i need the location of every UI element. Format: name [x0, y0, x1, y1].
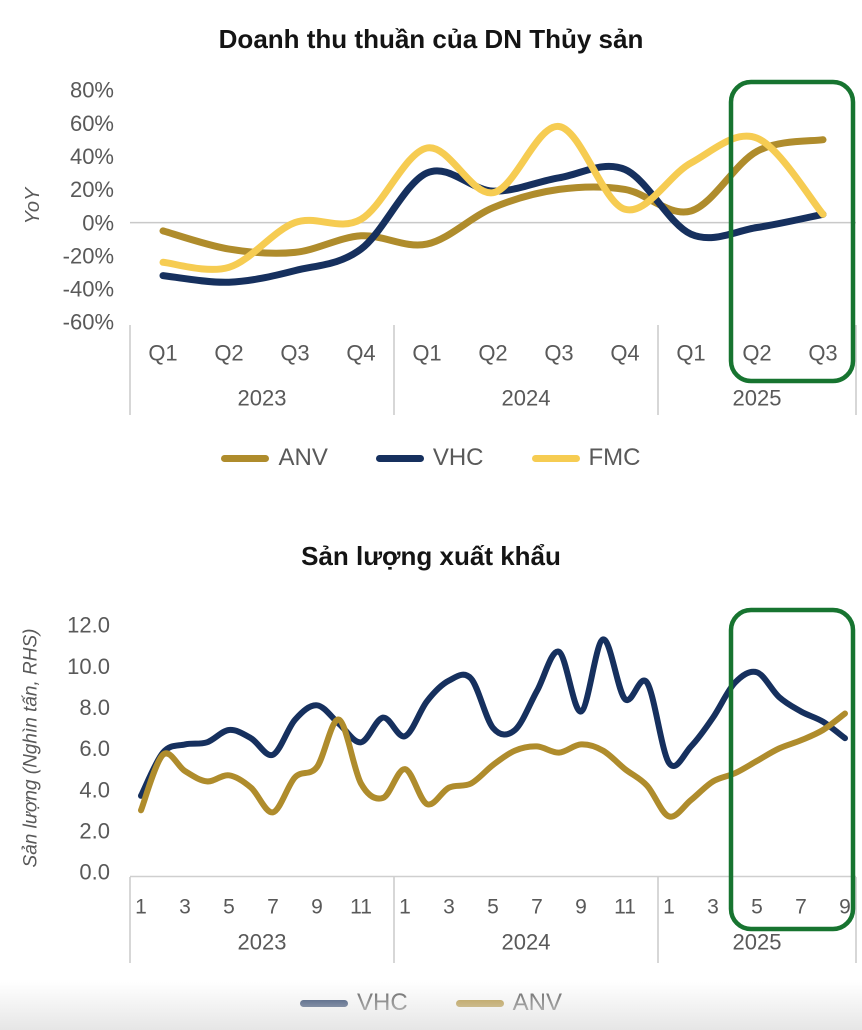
legend-label: FMC [588, 444, 641, 471]
x-tick-label: 1 [399, 895, 411, 918]
x-tick-label: 1 [663, 895, 675, 918]
y-tick-label: -20% [63, 243, 114, 268]
y-axis-title: Sản lượng (Nghìn tấn, RHS) [21, 629, 42, 868]
x-tick-label: Q4 [610, 341, 639, 366]
x-tick-label: Q1 [676, 341, 705, 366]
x-tick-label: 7 [267, 895, 279, 918]
legend-item-ANV: ANV [221, 444, 328, 472]
x-tick-label: 1 [135, 895, 147, 918]
legend-label: VHC [432, 444, 484, 471]
highlight-box [728, 607, 856, 932]
y-tick-label: 20% [70, 177, 114, 202]
x-tick-label: 3 [443, 895, 455, 918]
year-label: 2024 [502, 386, 551, 411]
series-line-FMC [159, 123, 827, 273]
x-tick-label: Q4 [346, 341, 375, 366]
y-tick-label: 80% [70, 78, 114, 103]
series-line-VHC [138, 636, 848, 799]
x-tick-label: 9 [311, 895, 323, 918]
x-tick-label: 3 [179, 895, 191, 918]
highlight-box [728, 79, 856, 384]
y-tick-label: 2.0 [79, 819, 110, 844]
y-tick-label: 0.0 [79, 860, 110, 885]
y-tick-label: 10.0 [67, 654, 110, 679]
year-label: 2023 [238, 930, 287, 955]
y-tick-label: 6.0 [79, 736, 110, 761]
series-line-ANV [159, 136, 827, 257]
x-tick-label: 9 [839, 895, 851, 918]
legend-item-FMC: FMC [531, 444, 641, 472]
revenue-yoy-plot: 80% 60% 40% 20% 0% -20% -40% -60% YoY Q1 Q2 Q3 Q4 Q1 Q… [22, 78, 857, 415]
x-tick-label: Q1 [412, 341, 441, 366]
x-tick-label: 5 [751, 895, 763, 918]
y-axis-title: YoY [22, 186, 44, 224]
x-tick-label: 5 [223, 895, 235, 918]
year-label: 2024 [502, 930, 551, 955]
x-tick-label: 7 [531, 895, 543, 918]
export-volume-plot: 12.0 10.0 8.0 6.0 4.0 2.0 0.0 Sản lượng (Nghìn … [21, 607, 857, 963]
y-tick-label: -60% [63, 310, 114, 335]
legend-swatch-FMC [531, 454, 580, 462]
x-tick-label: Q3 [544, 341, 573, 366]
x-tick-label: Q3 [808, 341, 837, 366]
y-tick-label: -40% [63, 277, 114, 302]
x-tick-label: Q2 [742, 341, 771, 366]
x-tick-label: Q1 [148, 341, 177, 366]
y-tick-label: 8.0 [79, 695, 110, 720]
x-tick-label: 3 [707, 895, 719, 918]
revenue-chart-title: Doanh thu thuần của DN Thủy sản [218, 24, 644, 54]
y-tick-label: 4.0 [79, 777, 110, 802]
x-tick-label: Q2 [478, 341, 507, 366]
legend-swatch-ANV [221, 454, 270, 462]
year-label: 2025 [733, 930, 782, 955]
y-tick-label: 40% [70, 144, 114, 169]
y-tick-label: 60% [70, 111, 114, 136]
x-tick-label: 7 [795, 895, 807, 918]
series-line-ANV [138, 710, 848, 820]
series-line-VHC [159, 162, 827, 286]
volume-chart-title: Sản lượng xuất khẩu [301, 541, 561, 571]
revenue-chart-legend: ANV VHC FMC [0, 444, 862, 472]
page-bottom-shade [0, 982, 862, 1030]
year-label: 2025 [733, 386, 782, 411]
x-tick-label: 11 [614, 895, 636, 918]
y-tick-label: 0% [82, 210, 114, 235]
y-tick-label: 12.0 [67, 613, 110, 638]
x-tick-label: 11 [350, 895, 372, 918]
x-tick-label: 9 [575, 895, 587, 918]
x-tick-label: Q2 [214, 341, 243, 366]
x-tick-label: Q3 [280, 341, 309, 366]
x-tick-label: 5 [487, 895, 499, 918]
legend-item-VHC: VHC [375, 444, 484, 472]
year-label: 2023 [238, 386, 287, 411]
legend-label: ANV [278, 444, 328, 471]
legend-swatch-VHC [375, 454, 424, 462]
